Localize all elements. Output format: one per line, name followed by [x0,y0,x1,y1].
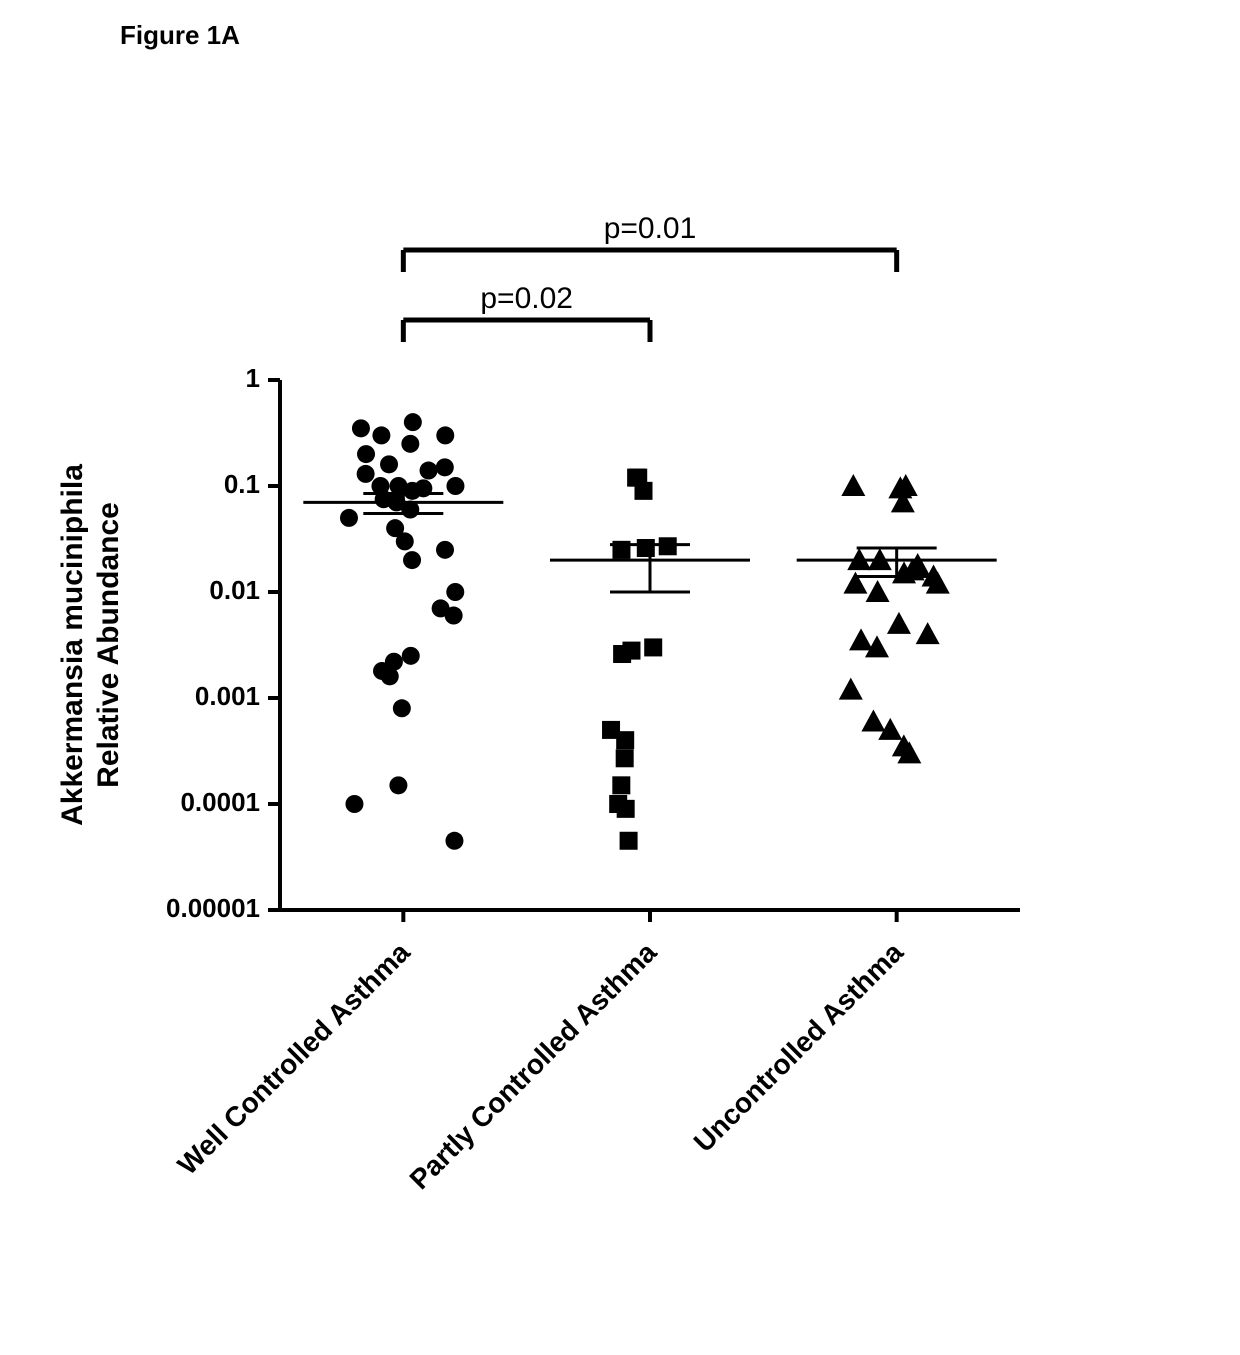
x-axis-label: Well Controlled Asthma [172,936,416,1180]
data-point [389,776,407,794]
data-point [404,413,422,431]
data-point [340,509,358,527]
scatter-chart: 1 0.1 0.01 0.001 0.0001 0.00001 Akkermansia mu… [0,0,1240,1355]
data-point [634,482,652,500]
data-point [617,800,635,818]
data-point [436,426,454,444]
y-tick-label: 0.01 [209,575,260,605]
data-point [637,539,655,557]
data-point [616,749,634,767]
data-point [616,731,634,749]
data-point [612,541,630,559]
data-point [396,532,414,550]
data-point [644,638,662,656]
data-point [372,426,390,444]
x-axis-label: Uncontrolled Asthma [688,936,910,1158]
data-point [843,572,867,594]
data-point [345,795,363,813]
y-tick-label: 0.00001 [166,893,260,923]
svg-text:Relative Abundance: Relative Abundance [92,502,125,788]
page: Figure 1A 10.10.010.0010.00010.00001Akke… [0,0,1240,1355]
data-point [357,465,375,483]
data-point [401,435,419,453]
data-point [612,776,630,794]
y-tick-label: 1 [246,363,260,393]
p-value-label: p=0.01 [604,212,697,245]
data-point [352,419,370,437]
svg-text:Uncontrolled Asthma: Uncontrolled Asthma [688,936,910,1158]
data-point [849,628,873,650]
p-value-label: p=0.02 [480,282,573,315]
y-tick-label: 0.0001 [180,787,260,817]
data-point [403,482,421,500]
data-point [393,699,411,717]
data-point [403,551,421,569]
chart-container: 1 0.1 0.01 0.001 0.0001 0.00001 Akkermansia mu… [0,0,1240,1355]
data-point [401,501,419,519]
y-axis-label: Akkermansia muciniphilaRelative Abundanc… [56,464,125,826]
svg-text:Well Controlled Asthma: Well Controlled Asthma [172,936,416,1180]
data-point [357,445,375,463]
data-point [861,710,885,732]
data-point [613,645,631,663]
data-point [887,612,911,634]
data-point [446,583,464,601]
data-point [841,474,865,496]
data-point [839,678,863,700]
svg-text:Akkermansia muciniphila: Akkermansia muciniphila [56,464,89,826]
data-point [916,622,940,644]
data-point [420,462,438,480]
svg-text:Partly Controlled Asthma: Partly Controlled Asthma [404,936,663,1195]
data-point [446,477,464,495]
data-point [659,537,677,555]
data-point [436,541,454,559]
x-axis-label: Partly Controlled Asthma [404,936,663,1195]
data-point [620,832,638,850]
data-point [380,455,398,473]
data-point [381,667,399,685]
data-point [866,580,890,602]
y-tick-label: 0.001 [195,681,260,711]
data-point [402,647,420,665]
y-tick-label: 0.1 [224,469,260,499]
data-point [445,832,463,850]
data-point [436,458,454,476]
data-point [445,607,463,625]
